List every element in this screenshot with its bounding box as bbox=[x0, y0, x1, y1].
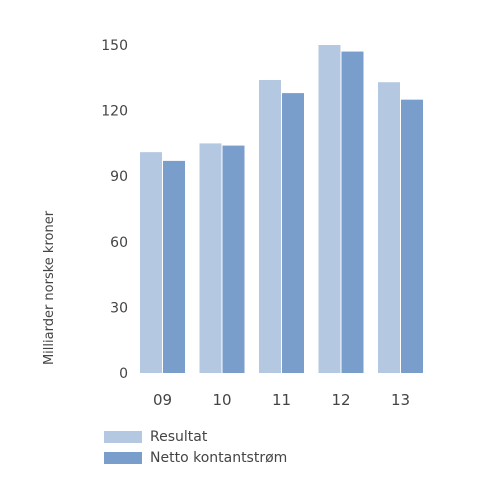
bar-resultat-09 bbox=[140, 152, 162, 373]
legend-item-netto-kontantstrom: Netto kontantstrøm bbox=[104, 447, 287, 468]
bars bbox=[140, 45, 423, 374]
legend-swatch-resultat bbox=[104, 430, 142, 443]
legend: Resultat Netto kontantstrøm bbox=[104, 426, 287, 468]
x-tick-label: 09 bbox=[153, 391, 172, 409]
bar-netto-kontantstrom-09 bbox=[163, 160, 185, 373]
y-axis-label: Milliarder norske kroner bbox=[42, 210, 57, 365]
bar-netto-kontantstrom-12 bbox=[341, 51, 364, 374]
bar-netto-kontantstrom-13 bbox=[401, 99, 423, 374]
bar-resultat-13 bbox=[378, 82, 400, 373]
x-tick-label: 13 bbox=[391, 391, 410, 409]
bar-netto-kontantstrom-10 bbox=[222, 145, 245, 373]
x-tick-label: 11 bbox=[272, 391, 291, 409]
legend-label-netto-kontantstrom: Netto kontantstrøm bbox=[150, 449, 288, 466]
y-tick-label: 120 bbox=[101, 104, 128, 120]
bar-resultat-10 bbox=[199, 143, 222, 373]
legend-swatch-netto-kontantstrom bbox=[104, 451, 142, 464]
x-tick-label: 10 bbox=[212, 391, 231, 409]
legend-item-resultat: Resultat bbox=[104, 426, 287, 447]
x-axis-ticks: 09 10 11 12 13 bbox=[153, 391, 410, 409]
legend-label-resultat: Resultat bbox=[150, 428, 208, 445]
y-axis-ticks: 0 30 60 90 120 150 bbox=[101, 38, 128, 382]
x-tick-label: 12 bbox=[331, 391, 350, 409]
bar-netto-kontantstrom-11 bbox=[282, 93, 304, 374]
bar-resultat-11 bbox=[259, 79, 281, 373]
y-tick-label: 0 bbox=[119, 366, 128, 382]
y-tick-label: 30 bbox=[110, 300, 128, 316]
y-tick-label: 90 bbox=[110, 169, 128, 185]
y-tick-label: 150 bbox=[101, 38, 128, 54]
y-tick-label: 60 bbox=[110, 235, 128, 251]
bar-resultat-12 bbox=[318, 45, 341, 373]
